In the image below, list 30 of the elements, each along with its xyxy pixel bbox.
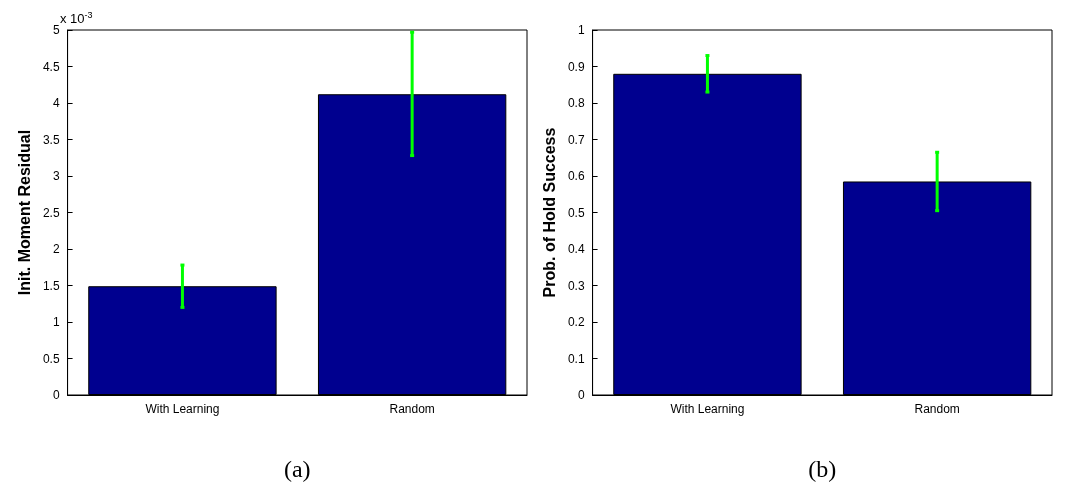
x-axis-title: (a)	[283, 456, 311, 482]
y-tick-label: 0.6	[567, 169, 585, 183]
y-tick-label: 0.5	[567, 205, 585, 220]
y-tick-label: 4.5	[42, 59, 60, 74]
y-tick-label: 0.3	[567, 278, 585, 293]
y-tick-label: 0.4	[567, 242, 585, 256]
y-tick-label: 0.5	[42, 351, 60, 366]
x-axis-title: (b)	[808, 456, 837, 482]
y-tick-label: 0.9	[567, 59, 585, 74]
y-tick-label: 0	[577, 388, 585, 402]
x-tick-label: Random	[389, 402, 435, 416]
y-axis-title: Init. Moment Residual	[15, 129, 33, 296]
y-tick-label: 0.1	[567, 351, 585, 366]
y-tick-label: 1.5	[42, 278, 60, 293]
y-axis-title: Prob. of Hold Success	[540, 127, 558, 298]
x-tick-label: Random	[914, 402, 960, 416]
y-tick-label: 0.2	[567, 315, 585, 329]
y-tick-label: 3	[52, 169, 60, 183]
y-tick-label: 0	[52, 388, 60, 402]
y-tick-label: 0.7	[567, 132, 585, 147]
y-tick-label: 2.5	[42, 205, 60, 220]
y-tick-label: 1	[577, 23, 585, 37]
x-tick-label: With Learning	[145, 402, 220, 416]
x-tick-label: With Learning	[670, 402, 745, 416]
y-tick-label: 5	[52, 23, 60, 37]
y-tick-label: 4	[52, 96, 60, 110]
y-tick-label: 1	[52, 315, 60, 329]
y-tick-label: 2	[52, 242, 60, 256]
y-tick-label: 0.8	[567, 96, 585, 110]
y-tick-label: 3.5	[42, 132, 60, 147]
